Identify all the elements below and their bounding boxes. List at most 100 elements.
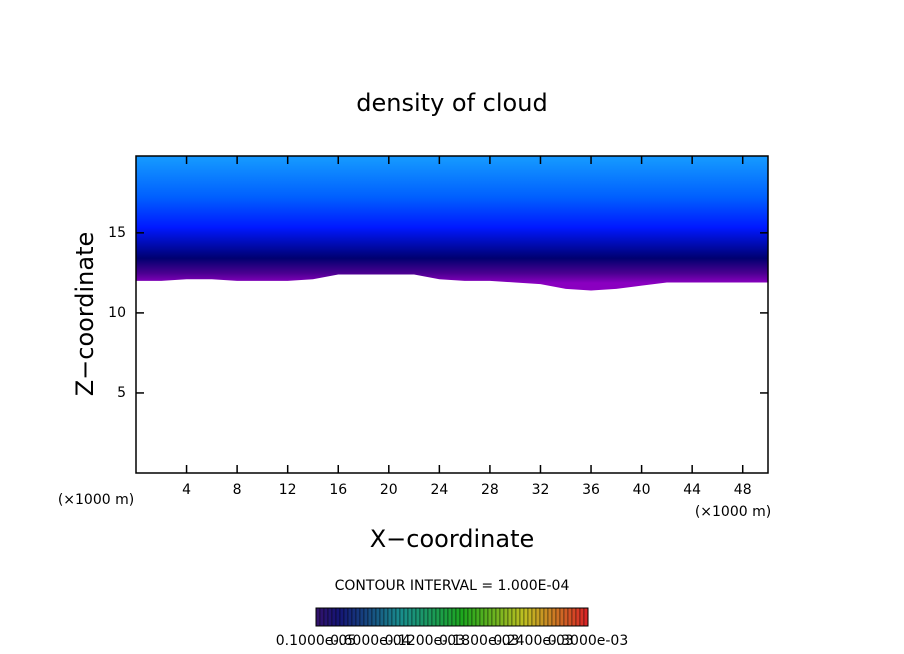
- x-tick-label: 32: [532, 482, 550, 498]
- colorbar-stripe: [439, 607, 445, 627]
- colorbar-stripe: [511, 607, 517, 627]
- colorbar-stripe: [523, 607, 529, 627]
- colorbar-stripe: [451, 607, 457, 627]
- colorbar-stripe: [323, 607, 329, 627]
- colorbar-stripe: [351, 607, 357, 627]
- contour-interval: CONTOUR INTERVAL = 1.000E-04: [335, 578, 570, 594]
- colorbar-stripe: [579, 607, 585, 627]
- colorbar-stripe: [559, 607, 565, 627]
- colorbar-stripe: [391, 607, 397, 627]
- x-tick-label: 8: [233, 482, 242, 498]
- colorbar: 0.1000e-050.6000e-040.1200e-030.1800e-03…: [276, 607, 628, 649]
- colorbar-stripe: [507, 607, 513, 627]
- colorbar-stripe: [499, 607, 505, 627]
- colorbar-stripe: [431, 607, 437, 627]
- colorbar-stripe: [463, 607, 469, 627]
- colorbar-stripe: [447, 607, 453, 627]
- colorbar-stripe: [407, 607, 413, 627]
- colorbar-stripe: [487, 607, 493, 627]
- cloud-region: [136, 156, 768, 291]
- colorbar-stripe: [395, 607, 401, 627]
- x-tick-label: 24: [430, 482, 448, 498]
- colorbar-stripe: [315, 607, 321, 627]
- colorbar-stripe: [535, 607, 541, 627]
- colorbar-stripe: [515, 607, 521, 627]
- colorbar-stripe: [539, 607, 545, 627]
- colorbar-stripe: [455, 607, 461, 627]
- x-tick-label: 40: [633, 482, 651, 498]
- chart-title: density of cloud: [356, 89, 547, 117]
- x-tick-label: 28: [481, 482, 499, 498]
- colorbar-label: 0.3000e-03: [548, 633, 628, 649]
- colorbar-stripe: [479, 607, 485, 627]
- colorbar-stripe: [343, 607, 349, 627]
- colorbar-stripe: [471, 607, 477, 627]
- colorbar-stripe: [555, 607, 561, 627]
- x-tick-label: 20: [380, 482, 398, 498]
- colorbar-label: 0.1200e-03: [385, 633, 465, 649]
- colorbar-label: 0.1800e-03: [439, 633, 519, 649]
- colorbar-stripe: [495, 607, 501, 627]
- colorbar-stripe: [575, 607, 581, 627]
- colorbar-label: 0.6000e-04: [330, 633, 411, 649]
- colorbar-stripe: [491, 607, 497, 627]
- colorbar-stripe: [567, 607, 573, 627]
- colorbar-stripe: [383, 607, 389, 627]
- colorbar-stripe: [503, 607, 509, 627]
- colorbar-stripe: [519, 607, 525, 627]
- colorbar-stripe: [339, 607, 345, 627]
- colorbar-stripe: [547, 607, 553, 627]
- colorbar-stripe: [363, 607, 369, 627]
- colorbar-stripe: [371, 607, 377, 627]
- colorbar-stripe: [531, 607, 537, 627]
- colorbar-stripe: [415, 607, 421, 627]
- colorbar-stripe: [443, 607, 449, 627]
- plot-frame: [135, 155, 769, 474]
- x-axis-label: X−coordinate: [370, 525, 535, 553]
- colorbar-stripe: [355, 607, 361, 627]
- colorbar-stripe: [327, 607, 333, 627]
- colorbar-stripe: [411, 607, 417, 627]
- colorbar-label: 0.2400e-03: [493, 633, 573, 649]
- colorbar-stripe: [335, 607, 341, 627]
- colorbar-label: 0.1000e-05: [276, 633, 356, 649]
- x-tick-label: 12: [279, 482, 297, 498]
- x-tick-label: 36: [582, 482, 600, 498]
- colorbar-stripe: [467, 607, 473, 627]
- y-tick-label: 10: [108, 305, 126, 321]
- colorbar-stripe: [387, 607, 393, 627]
- colorbar-stripe: [551, 607, 557, 627]
- colorbar-stripe: [367, 607, 373, 627]
- colorbar-stripe: [379, 607, 385, 627]
- colorbar-frame: [315, 607, 589, 627]
- colorbar-stripe: [423, 607, 429, 627]
- colorbar-stripe: [427, 607, 433, 627]
- x-tick-label: 48: [734, 482, 752, 498]
- colorbar-stripe: [435, 607, 441, 627]
- colorbar-stripe: [483, 607, 489, 627]
- colorbar-stripe: [419, 607, 425, 627]
- colorbar-stripe: [459, 607, 465, 627]
- x-unit: (×1000 m): [695, 504, 771, 520]
- colorbar-stripe: [571, 607, 577, 627]
- y-tick-label: 15: [108, 225, 126, 241]
- x-tick-label: 4: [182, 482, 191, 498]
- y-unit: (×1000 m): [58, 492, 134, 508]
- x-tick-label: 44: [683, 482, 701, 498]
- colorbar-stripe: [331, 607, 337, 627]
- colorbar-stripe: [399, 607, 405, 627]
- y-axis-label: Z−coordinate: [71, 232, 99, 397]
- colorbar-stripe: [563, 607, 569, 627]
- colorbar-stripe: [527, 607, 533, 627]
- colorbar-stripe: [319, 607, 325, 627]
- x-tick-label: 16: [329, 482, 347, 498]
- colorbar-stripe: [475, 607, 481, 627]
- colorbar-stripe: [403, 607, 409, 627]
- colorbar-stripe: [359, 607, 365, 627]
- colorbar-stripe: [347, 607, 353, 627]
- colorbar-stripe: [375, 607, 381, 627]
- colorbar-stripe: [543, 607, 549, 627]
- colorbar-stripe: [583, 607, 589, 627]
- y-tick-label: 5: [117, 385, 126, 401]
